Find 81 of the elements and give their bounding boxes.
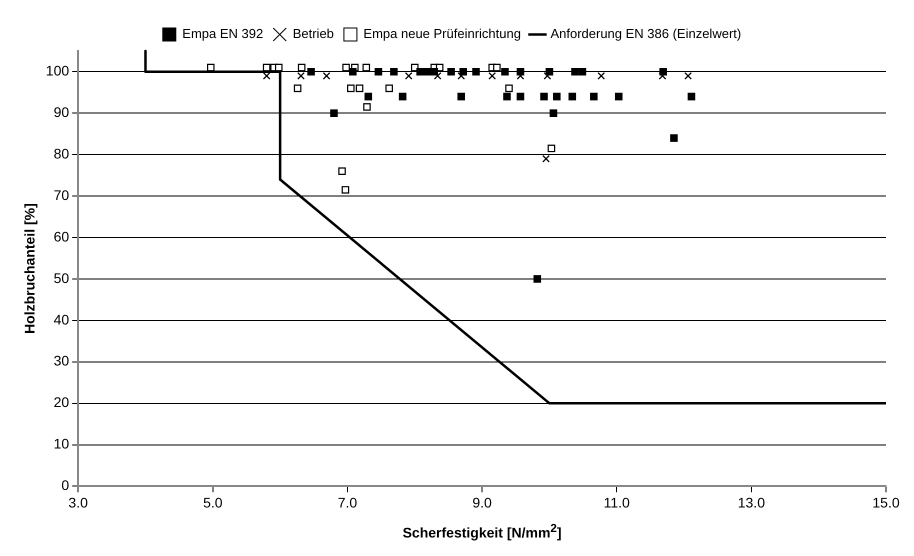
point [374,68,382,76]
point [330,109,338,117]
point [684,72,692,80]
y-tick-label: 90 [54,104,70,120]
legend-label: Betrieb [292,26,334,42]
y-tick-label: 30 [54,352,70,369]
point [430,68,438,76]
point [571,68,579,76]
point [659,68,667,76]
point [544,72,552,80]
point [472,68,480,76]
point [262,72,270,80]
x-axis-title: Scherfestigkeit [N/mm$^{2}$] [402,522,562,541]
y-axis-title: Holzbruchanteil [%] [21,203,38,334]
point [298,64,306,72]
x-tick-label: 11.0 [604,494,630,510]
point [457,92,465,100]
point [534,275,542,283]
point [493,64,501,72]
point [501,68,509,76]
y-tick-label: 10 [54,436,70,452]
y-tick-label: 40 [54,311,70,328]
point [364,92,372,100]
point [503,92,511,100]
point [550,109,558,117]
point [516,92,524,100]
y-tick-label: 100 [46,62,70,79]
y-tick-label: 70 [54,186,70,203]
point [206,64,215,72]
y-tick-label: 0 [61,477,70,494]
point [398,92,406,100]
point [349,68,357,76]
point [274,64,283,72]
legend-label: Anforderung EN 386 (Einzelwert) [550,26,742,42]
point [385,84,393,92]
point [553,92,561,100]
point [294,84,302,92]
point [434,72,442,80]
y-tick-label: 20 [54,394,70,410]
x-tick-label: 9.0 [472,494,492,510]
point [614,92,623,100]
point [342,186,350,194]
point [488,72,496,80]
point [578,68,586,76]
point [670,134,678,142]
point [688,92,696,100]
x-tick-label: 7.0 [338,494,358,510]
point [457,72,466,80]
point [459,68,468,76]
point [338,167,346,175]
y-tick-label: 50 [54,270,70,286]
legend-label: Empa EN 392 [182,26,264,42]
point [404,72,413,80]
point [307,68,315,76]
point [505,84,513,92]
legend-label: Empa neue Prüfeinrichtung [363,26,521,42]
point [362,64,370,72]
point [363,103,371,111]
point [542,154,550,163]
y-tick-label: 80 [54,145,70,162]
point [590,92,598,100]
x-tick-label: 13.0 [738,494,766,510]
x-tick-label: 5.0 [203,494,223,510]
point [322,72,330,80]
point [342,64,350,72]
point [297,72,305,80]
y-tick-label: 60 [54,228,70,244]
point [548,144,556,152]
point [597,72,606,80]
point [546,68,554,76]
point [447,68,455,76]
point [356,84,364,92]
point [540,92,548,100]
point [423,68,431,76]
point [516,68,524,76]
point [390,68,398,76]
point [347,84,355,92]
point [568,92,576,100]
x-tick-label: 15.0 [872,494,900,510]
x-tick-label: 3.0 [68,494,88,510]
point [262,64,270,72]
